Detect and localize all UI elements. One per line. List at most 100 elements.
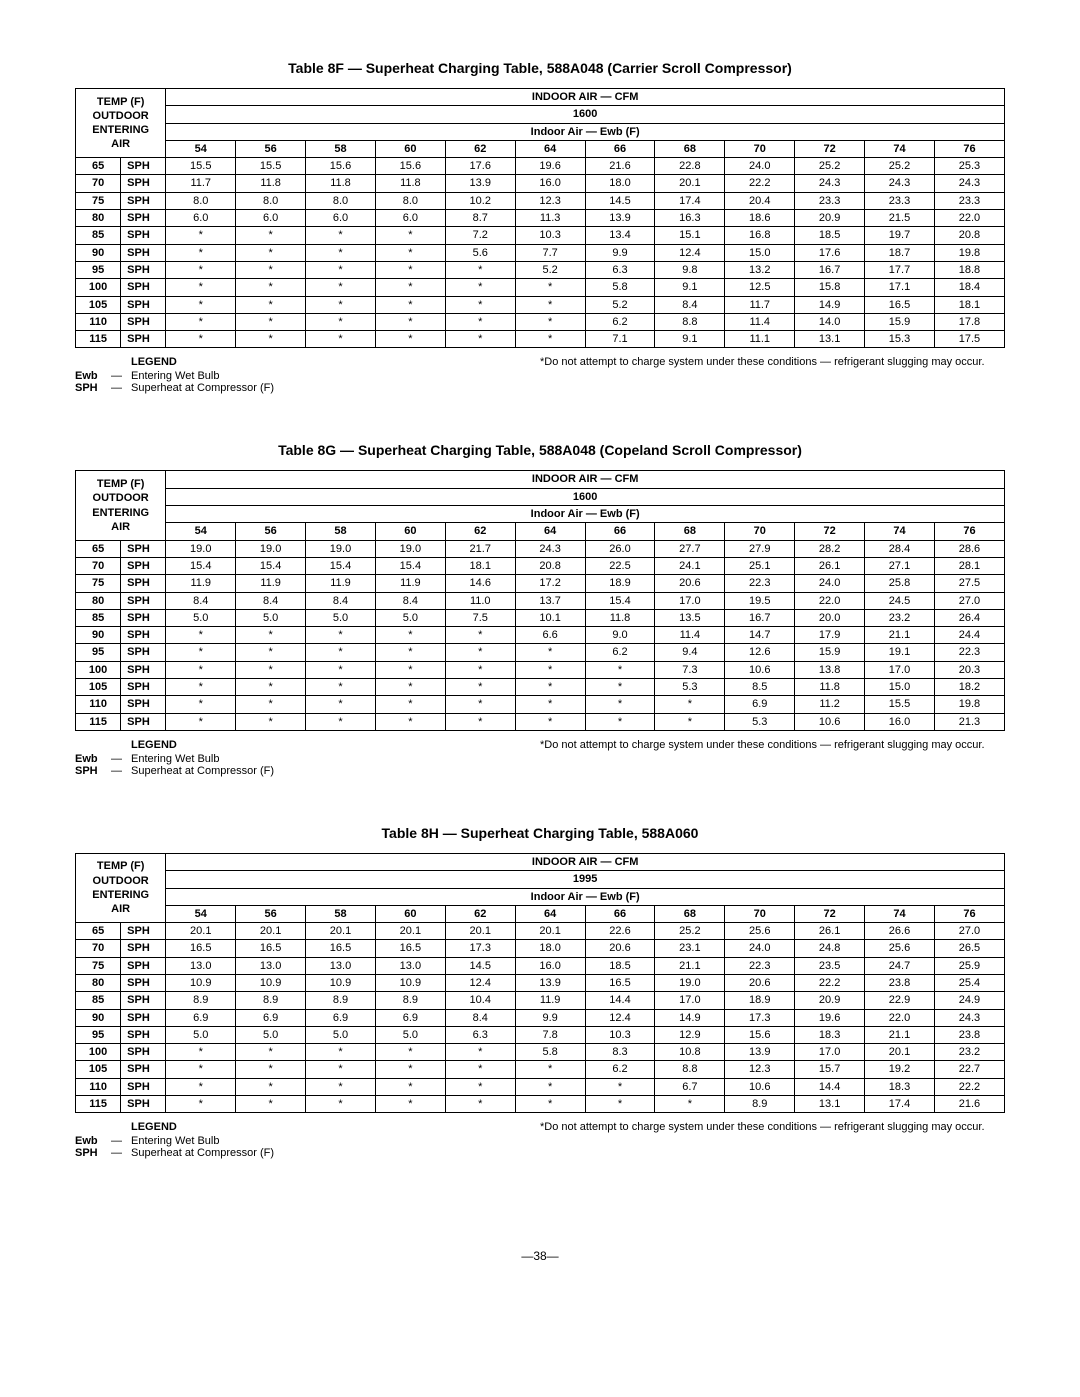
data-cell: 11.9 bbox=[306, 575, 376, 592]
legend-desc: Entering Wet Bulb bbox=[131, 370, 219, 382]
data-cell: 25.4 bbox=[934, 974, 1004, 991]
data-cell: 10.9 bbox=[166, 974, 236, 991]
data-cell: 26.4 bbox=[934, 609, 1004, 626]
table-row: 90SPH6.96.96.96.98.49.912.414.917.319.62… bbox=[76, 1009, 1005, 1026]
data-cell: 16.0 bbox=[515, 957, 585, 974]
legend-title: LEGEND bbox=[131, 1121, 521, 1133]
data-cell: 10.6 bbox=[795, 713, 865, 730]
data-cell: * bbox=[236, 279, 306, 296]
ewb-col-header: 72 bbox=[795, 523, 865, 540]
data-cell: 16.8 bbox=[725, 227, 795, 244]
data-cell: 20.1 bbox=[375, 923, 445, 940]
ewb-col-header: 68 bbox=[655, 523, 725, 540]
data-cell: 15.4 bbox=[306, 557, 376, 574]
data-cell: 13.0 bbox=[166, 957, 236, 974]
data-cell: * bbox=[445, 279, 515, 296]
sph-cell: SPH bbox=[121, 227, 166, 244]
data-cell: 6.9 bbox=[236, 1009, 306, 1026]
data-cell: 14.9 bbox=[655, 1009, 725, 1026]
data-cell: 13.4 bbox=[585, 227, 655, 244]
header-outdoor: TEMP (F)OUTDOORENTERINGAIR bbox=[76, 853, 166, 922]
sph-cell: SPH bbox=[121, 696, 166, 713]
header-outdoor: TEMP (F)OUTDOORENTERINGAIR bbox=[76, 89, 166, 158]
sph-cell: SPH bbox=[121, 1044, 166, 1061]
legend-dash: — bbox=[111, 1135, 131, 1147]
sph-cell: SPH bbox=[121, 313, 166, 330]
data-cell: * bbox=[306, 1061, 376, 1078]
data-cell: 25.2 bbox=[795, 158, 865, 175]
data-cell: 13.9 bbox=[725, 1044, 795, 1061]
ewb-col-header: 70 bbox=[725, 905, 795, 922]
data-cell: 24.0 bbox=[795, 575, 865, 592]
ewb-col-header: 62 bbox=[445, 905, 515, 922]
temp-cell: 115 bbox=[76, 1096, 121, 1113]
sph-cell: SPH bbox=[121, 557, 166, 574]
data-cell: 7.7 bbox=[515, 244, 585, 261]
data-table: TEMP (F)OUTDOORENTERINGAIRINDOOR AIR — C… bbox=[75, 853, 1005, 1113]
data-cell: 19.0 bbox=[655, 974, 725, 991]
data-cell: 6.2 bbox=[585, 313, 655, 330]
data-cell: 8.4 bbox=[236, 592, 306, 609]
data-cell: * bbox=[166, 1061, 236, 1078]
data-cell: 10.8 bbox=[655, 1044, 725, 1061]
data-cell: * bbox=[515, 331, 585, 348]
data-cell: 13.8 bbox=[795, 661, 865, 678]
temp-cell: 105 bbox=[76, 1061, 121, 1078]
data-cell: 12.4 bbox=[585, 1009, 655, 1026]
data-cell: 9.0 bbox=[585, 627, 655, 644]
data-cell: 25.3 bbox=[934, 158, 1004, 175]
data-cell: * bbox=[166, 313, 236, 330]
data-cell: 17.0 bbox=[655, 992, 725, 1009]
table-row: 85SPH8.98.98.98.910.411.914.417.018.920.… bbox=[76, 992, 1005, 1009]
table-row: 115SPH******7.19.111.113.115.317.5 bbox=[76, 331, 1005, 348]
data-cell: 17.3 bbox=[725, 1009, 795, 1026]
data-cell: 5.0 bbox=[166, 1026, 236, 1043]
data-cell: * bbox=[375, 261, 445, 278]
data-cell: 27.1 bbox=[865, 557, 935, 574]
table-row: 110SPH******6.28.811.414.015.917.8 bbox=[76, 313, 1005, 330]
sph-cell: SPH bbox=[121, 296, 166, 313]
data-cell: 6.9 bbox=[166, 1009, 236, 1026]
data-cell: * bbox=[585, 696, 655, 713]
data-cell: 6.0 bbox=[306, 210, 376, 227]
sph-cell: SPH bbox=[121, 1061, 166, 1078]
data-cell: * bbox=[375, 1044, 445, 1061]
data-cell: 15.7 bbox=[795, 1061, 865, 1078]
data-cell: 18.5 bbox=[585, 957, 655, 974]
temp-cell: 110 bbox=[76, 696, 121, 713]
sph-cell: SPH bbox=[121, 210, 166, 227]
sph-cell: SPH bbox=[121, 1078, 166, 1095]
data-cell: 19.6 bbox=[515, 158, 585, 175]
data-cell: 18.3 bbox=[795, 1026, 865, 1043]
data-cell: * bbox=[445, 627, 515, 644]
data-cell: 6.3 bbox=[585, 261, 655, 278]
temp-cell: 90 bbox=[76, 244, 121, 261]
data-cell: 13.9 bbox=[515, 974, 585, 991]
data-cell: 19.1 bbox=[865, 644, 935, 661]
data-cell: 23.5 bbox=[795, 957, 865, 974]
data-cell: 8.0 bbox=[375, 192, 445, 209]
table-row: 65SPH20.120.120.120.120.120.122.625.225.… bbox=[76, 923, 1005, 940]
data-cell: 16.5 bbox=[306, 940, 376, 957]
data-cell: 17.4 bbox=[865, 1096, 935, 1113]
data-cell: 19.8 bbox=[934, 696, 1004, 713]
data-cell: * bbox=[445, 1044, 515, 1061]
sph-cell: SPH bbox=[121, 279, 166, 296]
data-cell: 8.4 bbox=[166, 592, 236, 609]
data-cell: * bbox=[585, 679, 655, 696]
data-cell: 5.0 bbox=[306, 609, 376, 626]
data-cell: * bbox=[515, 661, 585, 678]
data-cell: 11.8 bbox=[236, 175, 306, 192]
ewb-col-header: 72 bbox=[795, 140, 865, 157]
data-cell: 19.0 bbox=[306, 540, 376, 557]
data-cell: 16.5 bbox=[236, 940, 306, 957]
data-cell: 22.9 bbox=[865, 992, 935, 1009]
data-cell: * bbox=[375, 244, 445, 261]
legend-dash: — bbox=[111, 1147, 131, 1159]
sph-cell: SPH bbox=[121, 957, 166, 974]
table-row: 110SPH********6.911.215.519.8 bbox=[76, 696, 1005, 713]
data-cell: * bbox=[166, 261, 236, 278]
data-cell: 15.5 bbox=[865, 696, 935, 713]
table-row: 105SPH*******5.38.511.815.018.2 bbox=[76, 679, 1005, 696]
data-cell: 6.0 bbox=[236, 210, 306, 227]
